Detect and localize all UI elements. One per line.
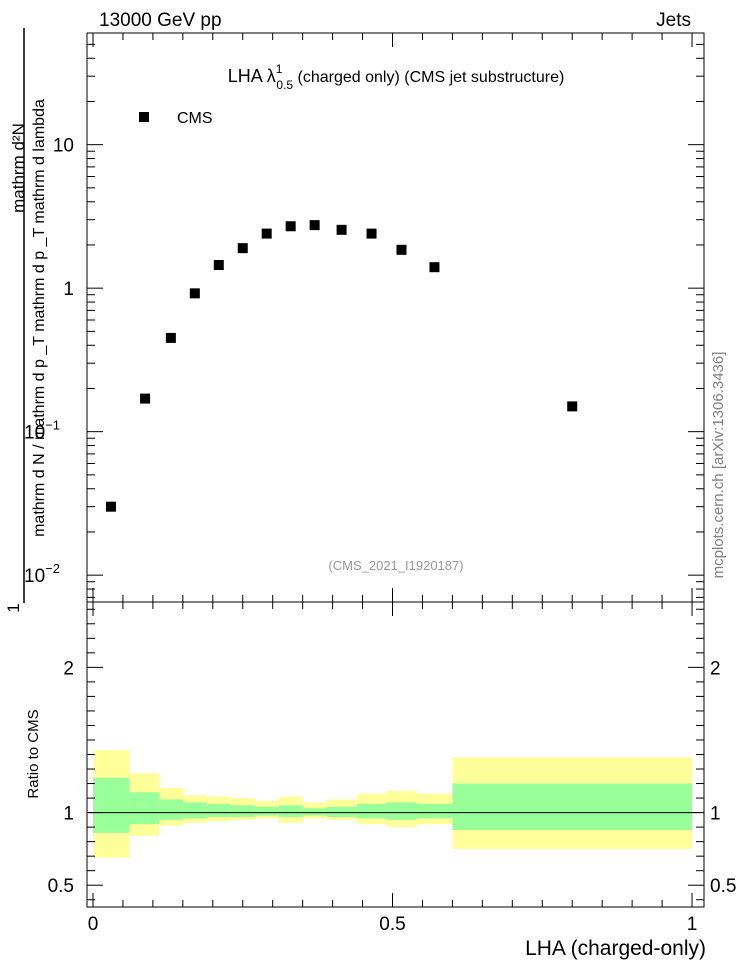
inner-band bbox=[452, 783, 693, 831]
x-tick-label: 0.5 bbox=[379, 914, 405, 935]
inner-band bbox=[302, 808, 327, 816]
main-y-tick-label: 10 bbox=[53, 136, 74, 157]
main-y-tick-label: 10−1 bbox=[24, 418, 60, 444]
main-y-tick-label: 1 bbox=[63, 279, 74, 300]
ratio-y-axis-title: Ratio to CMS bbox=[25, 709, 42, 798]
data-point bbox=[366, 228, 377, 239]
ratio-y-tick-label-right: 2 bbox=[710, 658, 721, 679]
y-axis-numerator: mathrm d²N bbox=[9, 123, 28, 213]
inner-band bbox=[386, 802, 417, 820]
data-points bbox=[105, 220, 578, 512]
data-point bbox=[165, 332, 176, 343]
ratio-y-tick-label-right: 0.5 bbox=[710, 876, 736, 897]
data-point bbox=[237, 243, 248, 254]
main-x-ticks bbox=[92, 33, 693, 602]
energy-label: 13000 GeV pp bbox=[99, 10, 222, 31]
inner-band bbox=[254, 806, 279, 816]
data-point bbox=[396, 244, 407, 255]
ratio-y-tick-label-left: 2 bbox=[63, 658, 74, 679]
x-tick-label: 0 bbox=[88, 914, 99, 935]
data-point bbox=[567, 401, 578, 412]
data-point bbox=[309, 220, 320, 231]
inner-band bbox=[230, 805, 255, 817]
legend: CMS bbox=[139, 110, 213, 127]
data-point bbox=[429, 262, 440, 273]
legend-label-cms: CMS bbox=[177, 110, 213, 127]
ratio-y-tick-label-left: 0.5 bbox=[48, 876, 74, 897]
inner-band bbox=[416, 803, 453, 819]
inner-band bbox=[128, 792, 159, 825]
ratio-x-ticks: 0 0.5 1 bbox=[88, 602, 698, 935]
chart-title: LHA λ1 0.5 (charged only) (CMS jet substr… bbox=[228, 62, 565, 92]
data-point bbox=[336, 224, 347, 235]
inner-band bbox=[356, 803, 387, 819]
y-axis-denominator: mathrm d N / mathrm d p _T mathrm d p _T… bbox=[31, 99, 48, 537]
x-tick-label: 1 bbox=[687, 914, 698, 935]
process-label: Jets bbox=[656, 10, 691, 31]
main-y-tick-labels: 10−2 10−1 1 10 bbox=[24, 136, 74, 587]
inner-band bbox=[182, 802, 207, 819]
main-y-tick-label: 10−2 bbox=[24, 561, 60, 587]
data-point bbox=[140, 393, 151, 404]
ratio-y-ticks: 0.5 0.5 1 1 2 2 bbox=[48, 608, 736, 901]
main-panel: 10−2 10−1 1 10 LHA λ1 0.5 (charged only) (CM… bbox=[24, 32, 705, 603]
data-point bbox=[189, 288, 200, 299]
inner-band bbox=[278, 805, 303, 817]
main-y-ticks bbox=[87, 32, 704, 598]
data-point bbox=[261, 228, 272, 239]
y-axis-title: mathrm d²N 1 mathrm d N / mathrm d p _T … bbox=[4, 28, 48, 613]
inner-band bbox=[326, 806, 357, 817]
analysis-watermark: (CMS_2021_I1920187) bbox=[328, 558, 463, 573]
x-axis-title: LHA (charged-only) bbox=[525, 937, 706, 960]
data-point bbox=[213, 260, 224, 271]
ratio-y-tick-label-right: 1 bbox=[710, 804, 721, 825]
ratio-y-tick-label-left: 1 bbox=[63, 804, 74, 825]
data-point bbox=[285, 221, 296, 232]
ratio-panel: 0.5 0.51 12 2 0 0.5 1 Ratio to CMS LHA (charg… bbox=[25, 601, 736, 960]
ratio-bands bbox=[92, 750, 693, 858]
inner-band bbox=[206, 803, 231, 817]
ratio-frame bbox=[86, 601, 705, 908]
inner-band bbox=[92, 777, 129, 833]
legend-marker-cms bbox=[139, 112, 149, 122]
data-point bbox=[105, 501, 116, 512]
mcplots-label: mcplots.cern.ch [arXiv:1306.3436] bbox=[710, 352, 727, 579]
y-axis-numerator-one: 1 bbox=[4, 603, 23, 612]
inner-band bbox=[158, 799, 183, 820]
